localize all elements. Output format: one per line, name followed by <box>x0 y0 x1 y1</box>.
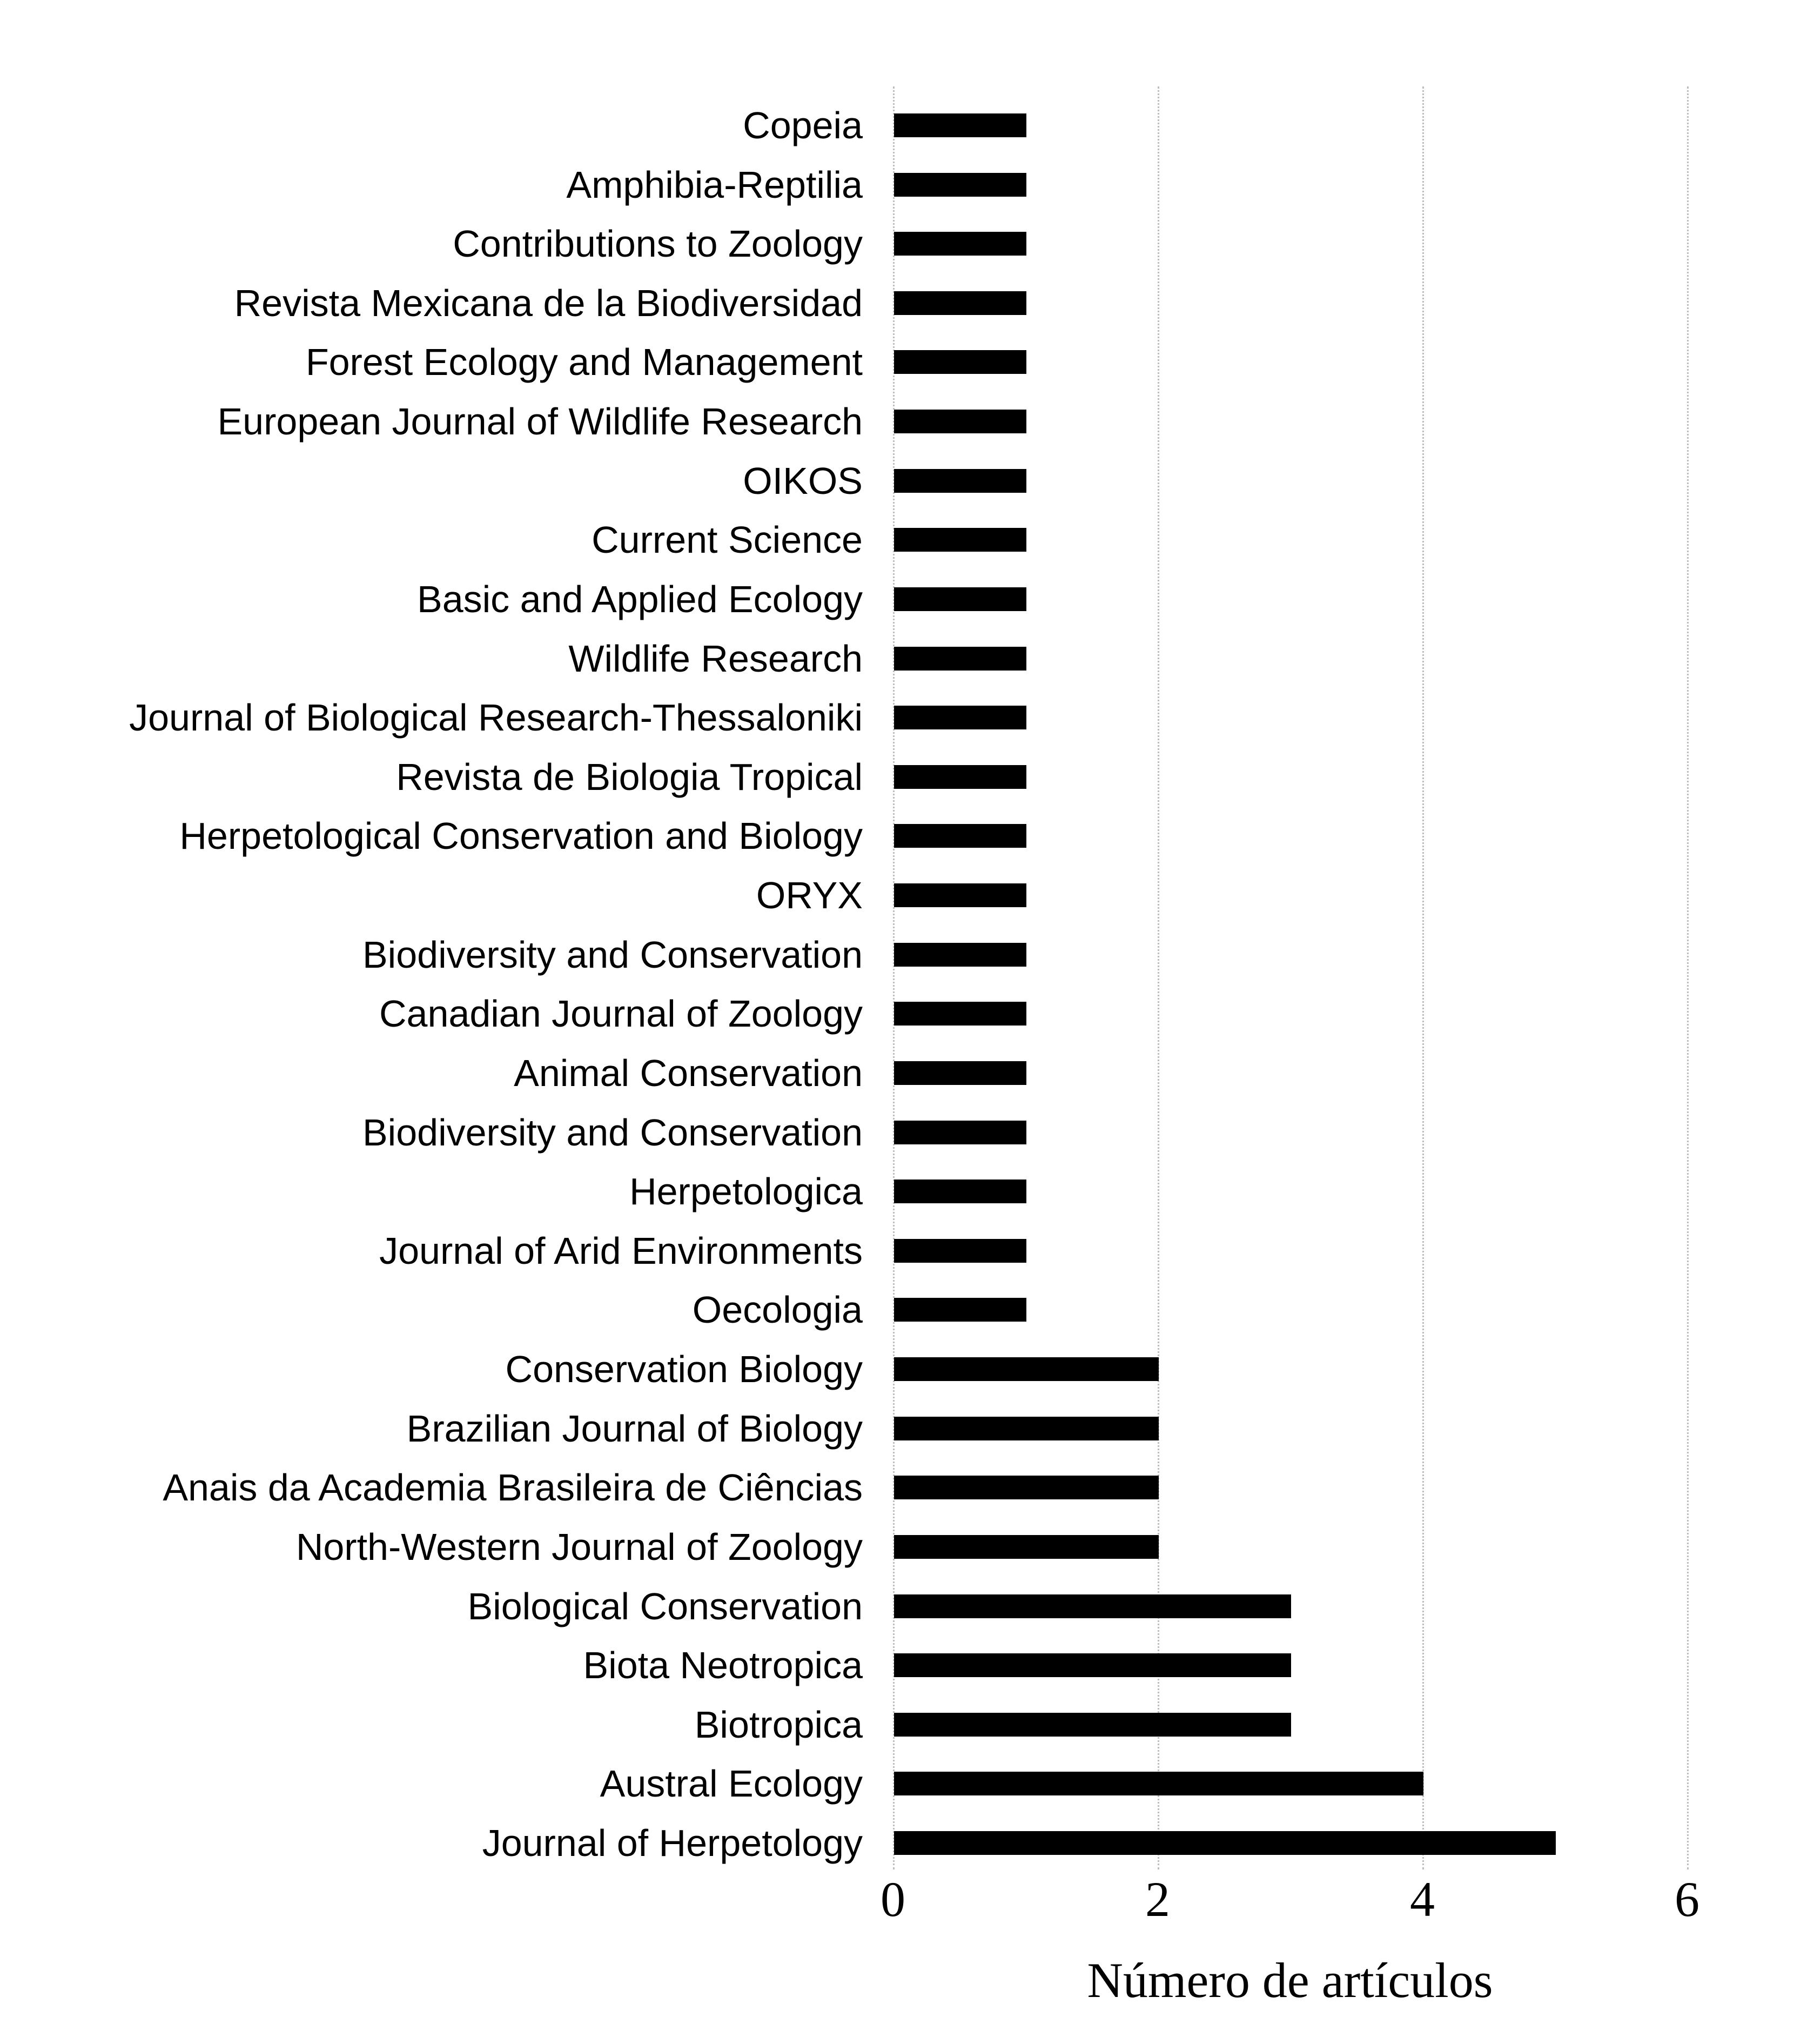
gridline-x-6 <box>1687 86 1689 1869</box>
bar <box>894 350 1026 374</box>
category-label: Journal of Herpetology <box>482 1822 863 1864</box>
bar <box>894 1535 1159 1559</box>
category-label: Journal of Biological Research-Thessalon… <box>129 696 863 739</box>
category-label: European Journal of Wildlife Research <box>217 400 863 443</box>
bar <box>894 1476 1159 1499</box>
category-label: Oecologia <box>692 1289 863 1331</box>
category-label: Revista Mexicana de la Biodiversidad <box>234 282 863 324</box>
bar <box>894 291 1026 315</box>
x-tick-label-4: 4 <box>1410 1872 1435 1927</box>
category-label: Copeia <box>743 104 863 146</box>
gridline-x-4 <box>1422 86 1424 1869</box>
category-label: Revista de Biologia Tropical <box>396 756 863 798</box>
category-label: Animal Conservation <box>514 1052 863 1094</box>
bar <box>894 1417 1159 1440</box>
category-label: Herpetological Conservation and Biology <box>179 815 863 857</box>
category-label: Biodiversity and Conservation <box>362 934 863 976</box>
bar <box>894 1298 1026 1322</box>
category-label: Herpetologica <box>629 1170 863 1212</box>
bar <box>894 469 1026 493</box>
category-label: Biotropica <box>694 1704 863 1746</box>
bar <box>894 647 1026 671</box>
bar <box>894 943 1026 967</box>
bar <box>894 1831 1556 1855</box>
category-label: OIKOS <box>743 460 863 502</box>
category-label: Current Science <box>592 519 863 561</box>
category-label: Biota Neotropica <box>583 1644 863 1686</box>
bar <box>894 528 1026 552</box>
bar <box>894 1772 1423 1795</box>
category-label: ORYX <box>756 874 863 916</box>
x-tick-label-6: 6 <box>1675 1872 1699 1927</box>
category-label: Anais da Academia Brasileira de Ciências <box>163 1466 863 1509</box>
category-label: Biological Conservation <box>467 1585 863 1627</box>
x-axis-title: Número de artículos <box>1087 1953 1493 2008</box>
bar <box>894 1061 1026 1085</box>
category-label: Journal of Arid Environments <box>379 1230 863 1272</box>
category-label: Austral Ecology <box>600 1762 863 1805</box>
bar <box>894 706 1026 729</box>
bar <box>894 883 1026 907</box>
bar <box>894 587 1026 611</box>
category-label: North-Western Journal of Zoology <box>295 1526 863 1568</box>
bar <box>894 1713 1291 1737</box>
category-label: Contributions to Zoology <box>453 223 863 265</box>
bar <box>894 1239 1026 1263</box>
bar <box>894 232 1026 256</box>
category-label: Basic and Applied Ecology <box>417 578 863 620</box>
bar <box>894 1594 1291 1618</box>
gridline-x-2 <box>1158 86 1159 1869</box>
category-label: Amphibia-Reptilia <box>566 164 863 206</box>
bar <box>894 410 1026 433</box>
category-label: Canadian Journal of Zoology <box>379 993 863 1035</box>
bar <box>894 824 1026 848</box>
bar <box>894 1180 1026 1203</box>
category-label: Brazilian Journal of Biology <box>406 1408 863 1450</box>
x-tick-label-0: 0 <box>881 1872 905 1927</box>
category-label: Wildlife Research <box>568 638 863 680</box>
bar <box>894 1357 1159 1381</box>
category-label: Forest Ecology and Management <box>305 341 863 383</box>
bar <box>894 1653 1291 1677</box>
bar <box>894 1002 1026 1026</box>
category-label: Conservation Biology <box>505 1348 863 1390</box>
gridline-x-0 <box>893 86 895 1869</box>
bar <box>894 765 1026 789</box>
bar <box>894 173 1026 197</box>
x-tick-label-2: 2 <box>1145 1872 1170 1927</box>
category-label: Biodiversity and Conservation <box>362 1111 863 1154</box>
bar <box>894 1121 1026 1144</box>
bar <box>894 113 1026 137</box>
